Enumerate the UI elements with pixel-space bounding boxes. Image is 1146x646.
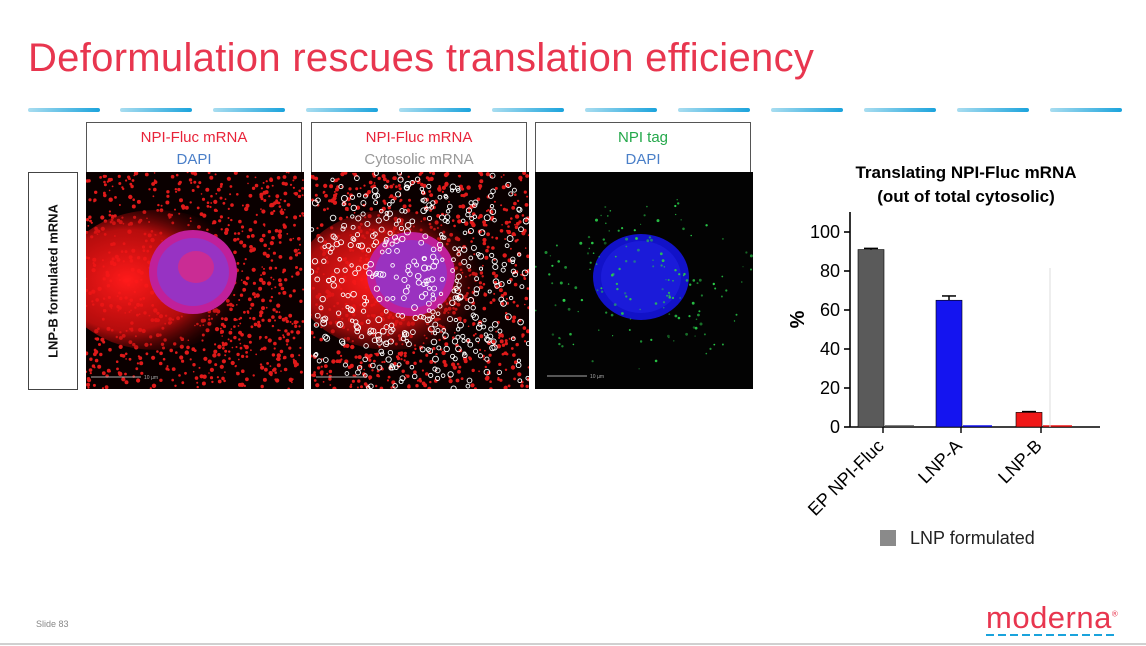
bar-ep-npi-fluc xyxy=(857,249,885,428)
logo-text: moderna xyxy=(986,600,1112,635)
legend-label: LNP formulated xyxy=(910,528,1035,548)
slide-number: Slide 83 xyxy=(36,619,69,629)
title-divider xyxy=(28,108,1122,112)
x-tick-label-2: LNP-B xyxy=(994,436,1046,488)
row-label-box xyxy=(28,172,78,390)
chart-subtitle: (out of total cytosolic) xyxy=(877,187,1055,206)
legend-swatch xyxy=(880,530,896,546)
y-tick-label-80: 80 xyxy=(820,261,840,281)
x-tick-label-0: EP NPI-Fluc xyxy=(804,436,888,520)
panel-3-line1: NPI tag xyxy=(617,129,669,146)
y-tick-label-60: 60 xyxy=(820,300,840,320)
panel-1-line1: NPI-Fluc mRNA xyxy=(140,129,248,146)
panel-3-micrograph: 10 µm xyxy=(535,172,753,389)
panel-2-line1: NPI-Fluc mRNA xyxy=(365,129,473,146)
logo-registered-mark: ® xyxy=(1111,609,1119,619)
x-tick-label-1: LNP-A xyxy=(914,436,966,488)
bar-lnp-a xyxy=(935,299,963,428)
panel-3-line2: DAPI xyxy=(625,151,661,168)
logo-underline xyxy=(986,634,1114,636)
panel-3-scale-label: 10 µm xyxy=(590,374,604,380)
panel-2-micrograph xyxy=(311,172,529,389)
y-tick-label-0: 0 xyxy=(830,417,840,437)
y-tick-label-40: 40 xyxy=(820,339,840,359)
footer-divider xyxy=(0,643,1146,645)
bar-chart: Translating NPI-Fluc mRNA (out of total c… xyxy=(770,150,1130,570)
panel-2-line2: Cytosolic mRNA xyxy=(364,151,474,168)
panel-1-scale-label: 10 µm xyxy=(144,375,158,381)
panel-2-header: NPI-Fluc mRNA Cytosolic mRNA xyxy=(311,122,527,172)
panel-1-line2: DAPI xyxy=(176,151,212,168)
panel-3-header: NPI tag DAPI xyxy=(535,122,751,172)
chart-title: Translating NPI-Fluc mRNA xyxy=(855,163,1076,182)
y-tick-label-100: 100 xyxy=(810,222,840,242)
bar-chart-svg: Translating NPI-Fluc mRNA (out of total c… xyxy=(787,163,1100,548)
panel-1-micrograph: 10 µm xyxy=(86,172,304,389)
panel-1-header: NPI-Fluc mRNA DAPI xyxy=(86,122,302,172)
slide-title: Deformulation rescues translation effici… xyxy=(28,36,815,80)
y-axis-label: % xyxy=(787,310,809,328)
y-tick-label-20: 20 xyxy=(820,378,840,398)
bar-lnp-b xyxy=(1015,412,1043,428)
moderna-logo: moderna® xyxy=(986,600,1118,636)
row-label: LNP-B formulated mRNA xyxy=(45,204,61,358)
